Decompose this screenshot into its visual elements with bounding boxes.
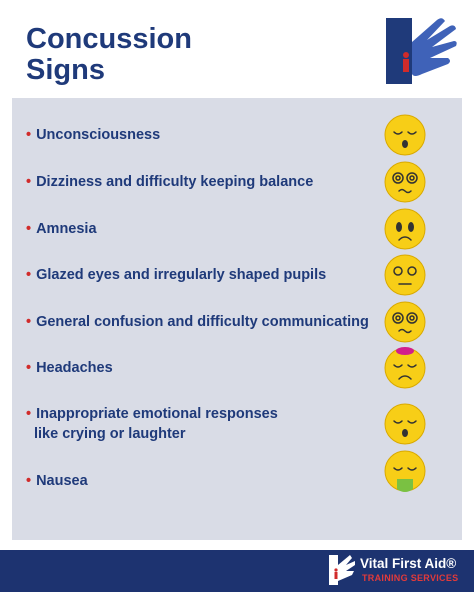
sign-text: Nausea [36,473,88,489]
sign: • Headaches [26,360,113,376]
sign: • Unconsciousness [26,127,161,143]
face-part [407,266,417,276]
sign-text: Headaches [36,360,113,376]
face-part [396,347,414,355]
face-part [398,375,412,380]
face-part [402,429,408,437]
sign-text: Dizziness and difficulty keeping balance [36,174,314,190]
sign: • General confusion and difficulty commun… [26,314,369,330]
face-part [393,420,417,424]
face-part [392,312,404,324]
face-part [402,140,408,148]
face-part [409,315,415,321]
face-part [398,236,412,241]
brand-subtitle: TRAINING SERVICES [362,573,459,583]
brand-name: Vital First Aid® [360,556,457,571]
face-part [398,188,412,194]
face-part [384,301,426,343]
face-part [393,364,417,368]
face-part [406,172,418,184]
face-part [384,403,426,445]
face-part [393,266,403,276]
face-part [393,467,417,471]
sign-text: General confusion and difficulty communi… [36,314,369,330]
sign: • Inappropriate emotional responses like c… [26,406,278,442]
face-part [408,222,414,232]
face-part [397,479,413,492]
face-part [395,175,401,181]
sign-text: Glazed eyes and irregularly shaped pupil… [36,267,327,283]
face-part [384,161,426,203]
face-part [384,208,426,250]
faces [384,114,426,492]
face-part [384,114,426,156]
sign-text: Unconsciousness [36,127,161,143]
logo [386,18,457,84]
face-part [398,328,412,334]
sign-text: Amnesia [36,221,97,237]
face-part [384,254,426,296]
sign-text: like crying or laughter [34,426,186,442]
face-part [392,172,404,184]
face-part [396,222,402,232]
footer-logo [329,555,355,585]
footer [0,550,474,592]
sign: • Nausea [26,473,88,489]
sign: • Amnesia [26,221,97,237]
face-part [395,315,401,321]
sign: • Dizziness and difficulty keeping balanc… [26,174,314,190]
face-part [406,312,418,324]
sign-text: Inappropriate emotional responses [36,406,278,422]
title: Concussion [26,23,192,55]
face-part [393,131,417,135]
face-part [409,175,415,181]
title: Signs [26,54,105,86]
sign: • Glazed eyes and irregularly shaped pupi… [26,267,327,283]
